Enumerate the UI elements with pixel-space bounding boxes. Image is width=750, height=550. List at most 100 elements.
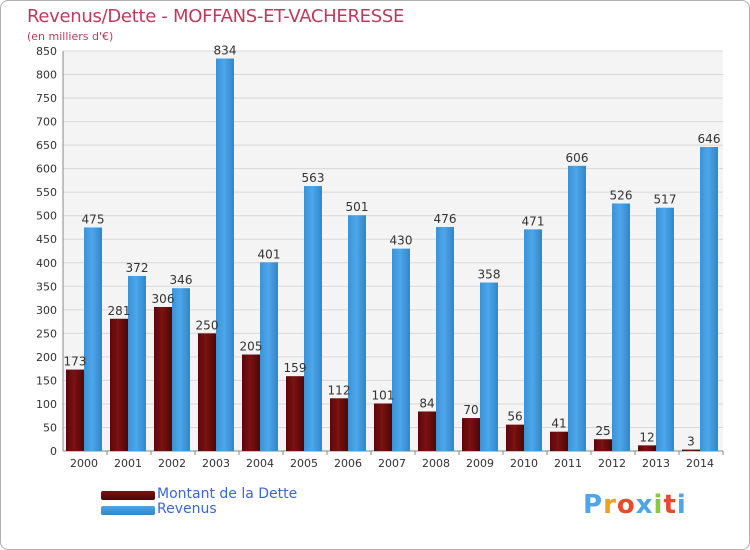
bar-dette-2007 [374,403,392,451]
bar-revenus-2011 [568,165,586,451]
proxiti-logo: Proxiti [583,490,687,520]
data-label-dette: 112 [328,383,351,397]
y-tick-label: 500 [36,210,57,223]
logo-letter: o [616,490,636,520]
x-tick-label: 2007 [378,457,406,470]
data-label-revenus: 475 [82,212,105,226]
bar-dette-2003 [198,333,216,451]
y-tick-label: 50 [43,421,57,434]
bar-dette-2010 [506,424,524,451]
data-label-dette: 25 [595,424,610,438]
y-tick-label: 150 [36,374,57,387]
data-label-revenus: 471 [522,214,545,228]
legend-label-revenus: Revenus [157,501,217,517]
x-tick-label: 2008 [422,457,450,470]
x-tick-label: 2001 [114,457,142,470]
y-tick-label: 850 [36,45,57,58]
bar-dette-2002 [154,307,172,451]
legend-swatch-dette [101,491,155,500]
data-label-revenus: 346 [170,273,193,287]
data-label-revenus: 358 [478,268,501,282]
bar-dette-2008 [418,411,436,451]
x-tick-label: 2006 [334,457,362,470]
logo-letter: r [603,490,617,520]
data-label-dette: 306 [152,292,175,306]
bar-revenus-2013 [656,207,674,451]
data-label-revenus: 526 [610,188,633,202]
data-label-dette: 250 [196,318,219,332]
bar-dette-2014 [682,449,700,451]
x-tick-label: 2014 [686,457,714,470]
y-tick-label: 800 [36,69,57,82]
bar-dette-2001 [110,318,128,451]
data-label-dette: 281 [108,304,131,318]
y-tick-label: 0 [50,445,57,458]
bar-dette-2011 [550,431,568,451]
logo-letter: x [635,490,654,520]
data-label-dette: 205 [240,340,263,354]
data-label-dette: 84 [419,396,434,410]
bar-revenus-2003 [216,58,234,451]
bar-revenus-2007 [392,248,410,451]
x-tick-label: 2012 [598,457,626,470]
legend-swatch-revenus [101,506,155,515]
data-label-dette: 101 [372,388,395,402]
y-tick-label: 750 [36,92,57,105]
y-tick-label: 550 [36,186,57,199]
bar-dette-2013 [638,445,656,451]
y-tick-label: 200 [36,351,57,364]
x-tick-label: 2004 [246,457,274,470]
data-label-dette: 173 [64,355,87,369]
logo-letter: t [663,490,677,520]
data-label-revenus: 430 [390,234,413,248]
y-tick-label: 250 [36,327,57,340]
bar-revenus-2006 [348,215,366,451]
x-tick-label: 2013 [642,457,670,470]
bar-dette-2004 [242,354,260,451]
x-tick-label: 2003 [202,457,230,470]
bar-revenus-2014 [700,147,718,451]
y-tick-label: 600 [36,163,57,176]
x-tick-label: 2005 [290,457,318,470]
chart-subtitle: (en milliers d'€) [27,30,114,43]
bar-dette-2012 [594,439,612,451]
y-tick-label: 700 [36,116,57,129]
y-tick-label: 300 [36,304,57,317]
y-tick-label: 650 [36,139,57,152]
bar-dette-2005 [286,376,304,451]
y-tick-label: 350 [36,280,57,293]
logo-letter: i [653,490,664,520]
bar-revenus-2004 [260,262,278,451]
x-tick-label: 2009 [466,457,494,470]
data-label-revenus: 606 [566,151,589,165]
y-tick-label: 400 [36,257,57,270]
bar-revenus-2009 [480,282,498,451]
data-label-revenus: 517 [654,193,677,207]
data-label-dette: 56 [507,410,522,424]
bar-revenus-2000 [84,227,102,451]
logo-letter: P [583,490,604,520]
logo-letter: i [676,490,687,520]
data-label-revenus: 646 [698,132,721,146]
x-tick-label: 2011 [554,457,582,470]
bar-dette-2009 [462,418,480,451]
data-label-revenus: 401 [258,247,281,261]
bar-revenus-2002 [172,288,190,451]
data-label-revenus: 372 [126,261,149,275]
bar-dette-2000 [66,369,84,451]
bar-revenus-2005 [304,186,322,451]
x-tick-label: 2000 [70,457,98,470]
y-tick-label: 100 [36,398,57,411]
data-label-dette: 70 [463,403,478,417]
x-tick-label: 2010 [510,457,538,470]
legend-label-dette: Montant de la Dette [157,486,298,502]
data-label-dette: 159 [284,361,307,375]
chart-title: Revenus/Dette - MOFFANS-ET-VACHERESSE [27,6,405,27]
data-label-revenus: 501 [346,200,369,214]
data-label-dette: 41 [551,417,566,431]
data-label-revenus: 563 [302,171,325,185]
data-label-revenus: 834 [214,44,237,58]
data-label-dette: 12 [639,430,654,444]
